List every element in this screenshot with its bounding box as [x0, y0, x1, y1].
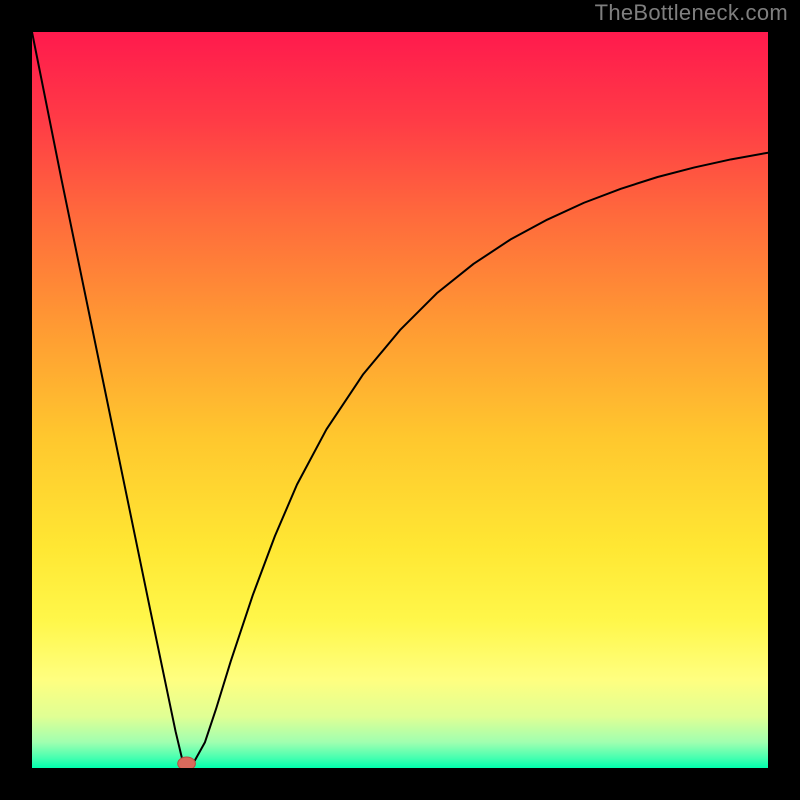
plot-svg	[32, 32, 768, 768]
gradient-background	[32, 32, 768, 768]
plot-area	[32, 32, 768, 768]
chart-container: TheBottleneck.com	[0, 0, 800, 800]
minimum-marker	[178, 757, 196, 768]
watermark-text: TheBottleneck.com	[595, 0, 788, 26]
